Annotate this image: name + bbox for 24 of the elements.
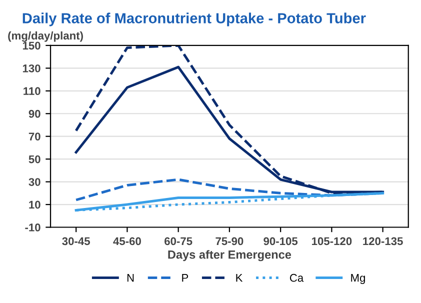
x-tick-label: 105-120 bbox=[312, 237, 352, 246]
y-tick-label: 150 bbox=[22, 42, 40, 50]
x-tick-label: 60-75 bbox=[164, 237, 192, 246]
legend-label: K bbox=[236, 274, 243, 282]
chart-title: Daily Rate of Macronutrient Uptake - Potato Tuber bbox=[22, 12, 366, 26]
x-tick-label: 30-45 bbox=[62, 237, 90, 246]
y-tick-label: 90 bbox=[28, 110, 40, 118]
legend-label: Mg bbox=[351, 274, 365, 284]
y-tick-label: 130 bbox=[22, 64, 40, 72]
y-tick-label: 50 bbox=[28, 155, 40, 164]
y-tick-label: 30 bbox=[28, 178, 40, 186]
legend-label: N bbox=[127, 274, 134, 282]
y-tick-label: 10 bbox=[29, 200, 40, 209]
legend-label: P bbox=[182, 274, 188, 282]
y-tick-label: 70 bbox=[28, 132, 40, 140]
x-tick-label: 120-135 bbox=[363, 237, 403, 246]
y-axis-title: (mg/day/plant) bbox=[8, 31, 83, 42]
x-axis-title: Days after Emergence bbox=[168, 250, 292, 262]
x-tick-label: 90-105 bbox=[264, 237, 298, 246]
x-tick-label: 45-60 bbox=[113, 237, 141, 246]
legend-label: Ca bbox=[290, 274, 304, 282]
x-tick-label: 75-90 bbox=[216, 237, 244, 246]
y-tick-label: 110 bbox=[24, 87, 40, 96]
y-tick-label: -10 bbox=[25, 224, 40, 232]
